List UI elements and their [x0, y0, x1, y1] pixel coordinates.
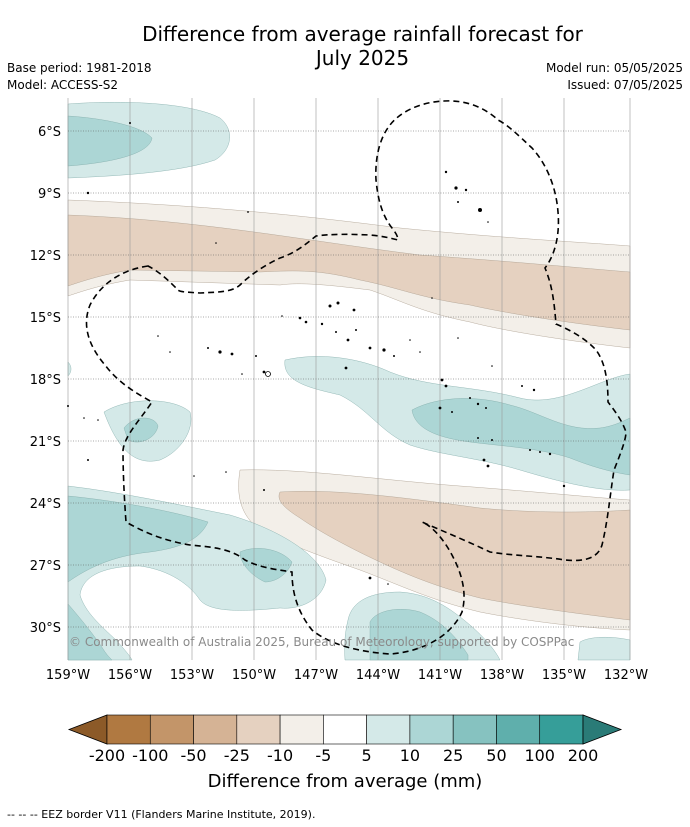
colorbar-tick-label: -200	[88, 746, 126, 765]
lon-label: 138°W	[480, 668, 524, 683]
colorbar-tick-label: -25	[223, 746, 250, 765]
colorbar-tick-label: 5	[361, 746, 372, 765]
colorbar-tick-label: 50	[486, 746, 507, 765]
wet-patch-north-core	[67, 115, 153, 167]
colorbar-segment	[279, 714, 324, 745]
colorbar-tick-label: 25	[442, 746, 464, 765]
title-line-2: July 2025	[315, 46, 410, 70]
lat-label: 24°S	[30, 497, 61, 512]
colorbar-tick-label: 10	[399, 746, 421, 765]
model-name: Model: ACCESS-S2	[7, 78, 119, 92]
colorbar-segment	[366, 714, 411, 745]
lon-label: 159°W	[46, 668, 90, 683]
lat-label: 9°S	[38, 187, 61, 202]
colorbar-segment	[452, 714, 497, 745]
colorbar-segment	[149, 714, 194, 745]
colorbar-extend-low	[67, 714, 108, 745]
map-plot-area: © Commonwealth of Australia 2025, Bureau…	[67, 98, 631, 661]
lon-label: 132°W	[604, 668, 648, 683]
colorbar-segment	[409, 714, 454, 745]
colorbar-tick-label: -5	[315, 746, 332, 765]
colorbar-tick-label: -50	[180, 746, 207, 765]
colorbar-tick-label: -100	[132, 746, 169, 765]
colorbar	[67, 714, 623, 745]
colorbar-segment	[236, 714, 281, 745]
lon-label: 153°W	[170, 668, 214, 683]
lat-label: 18°S	[30, 373, 61, 388]
lon-label: 141°W	[418, 668, 462, 683]
lat-label: 12°S	[30, 249, 61, 264]
base-period: Base period: 1981-2018	[7, 61, 152, 75]
title-line-1: Difference from average rainfall forecas…	[142, 22, 583, 46]
colorbar-extend-high	[582, 714, 623, 745]
lat-label: 21°S	[30, 435, 61, 450]
colorbar-tick-label: -10	[267, 746, 294, 765]
meta-left: Base period: 1981-2018 Model: ACCESS-S2	[7, 60, 152, 94]
lon-label: 144°W	[356, 668, 400, 683]
dry-band-south-tan	[278, 491, 631, 621]
wet-patch-southwest-core	[67, 495, 209, 583]
lat-label: 15°S	[30, 311, 61, 326]
lon-label: 156°W	[108, 668, 152, 683]
colorbar-segment	[539, 714, 584, 745]
lat-label: 30°S	[30, 621, 61, 636]
lon-label: 135°W	[542, 668, 586, 683]
meta-right: Model run: 05/05/2025 Issued: 07/05/2025	[546, 60, 683, 94]
colorbar-tick-label: 100	[524, 746, 555, 765]
eez-footnote: -- -- -- EEZ border V11 (Flanders Marine…	[7, 808, 316, 821]
dry-band-tan	[67, 214, 631, 331]
lat-label: 27°S	[30, 559, 61, 574]
lon-label: 147°W	[294, 668, 338, 683]
lat-grid	[68, 130, 630, 628]
model-run: Model run: 05/05/2025	[545, 61, 683, 75]
islands	[67, 122, 566, 585]
lon-label: 150°W	[232, 668, 276, 683]
lon-labels: 159°W 156°W 153°W 150°W 147°W 144°W 141°…	[46, 668, 648, 683]
issued-date: Issued: 07/05/2025	[567, 78, 683, 92]
wet-patch-south-core	[369, 609, 469, 661]
copyright-notice: © Commonwealth of Australia 2025, Bureau…	[69, 635, 574, 649]
map-title: Difference from average rainfall forecas…	[90, 22, 635, 70]
lat-label: 6°S	[38, 125, 61, 140]
colorbar-segment	[106, 714, 151, 745]
colorbar-title: Difference from average (mm)	[207, 771, 483, 792]
wet-patch-southeast	[577, 637, 631, 661]
wet-patch-southwest-inner	[67, 603, 113, 661]
lat-labels: 6°S 9°S 12°S 15°S 18°S 21°S 24°S 27°S 30…	[30, 125, 61, 636]
wet-patch-west-core	[123, 417, 159, 443]
colorbar-tick-label: 200	[567, 746, 599, 765]
colorbar-segment	[496, 714, 541, 745]
eez-border-cook-islands	[85, 100, 627, 655]
colorbar-segment	[323, 714, 367, 745]
colorbar-segment	[193, 714, 238, 745]
